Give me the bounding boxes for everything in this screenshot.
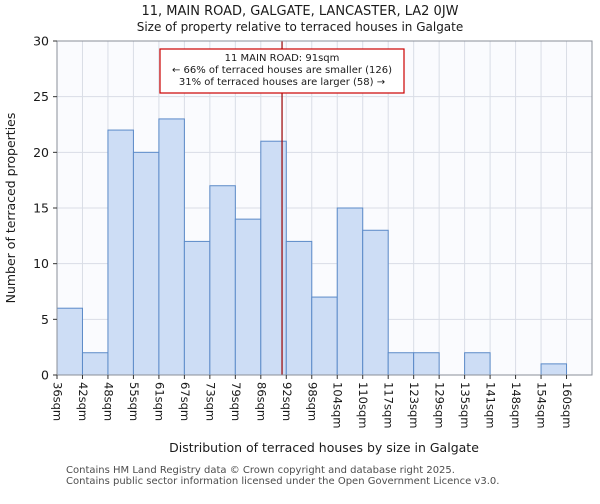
y-tick-label: 20 [33, 145, 49, 160]
bar-117sqm [387, 352, 415, 376]
annotation-smaller: ← 66% of terraced houses are smaller (12… [172, 65, 392, 76]
x-axis-label: Distribution of terraced houses by size … [169, 440, 479, 455]
annotation-border [159, 48, 405, 94]
bar-55sqm [132, 151, 160, 376]
bar-73sqm [209, 185, 236, 376]
x-tick-label: 61sqm [152, 382, 166, 421]
annotation-box: 11 MAIN ROAD: 91sqm ← 66% of terraced ho… [159, 48, 405, 94]
x-tick-label: 123sqm [407, 382, 421, 428]
y-tick-label: 25 [33, 89, 49, 104]
y-tick-label: 0 [41, 368, 49, 383]
x-tick-label: 160sqm [560, 382, 574, 428]
bar-48sqm [107, 129, 134, 376]
x-tick-label: 42sqm [76, 382, 90, 421]
bar-61sqm [158, 118, 185, 376]
x-tick-labels: 36sqm 42sqm 48sqm 55sqm 61sqm 67sqm 73sqm 79sqm… [51, 382, 575, 428]
bar-42sqm [81, 352, 109, 376]
x-tick-label: 129sqm [433, 382, 447, 428]
x-tick-label: 73sqm [203, 382, 217, 421]
bar-123sqm [413, 352, 440, 376]
y-tick-label: 10 [33, 256, 49, 271]
x-tick-label: 148sqm [509, 382, 523, 428]
x-tick-label: 104sqm [331, 382, 345, 428]
x-tick-label: 98sqm [305, 382, 319, 421]
annotation-title: 11 MAIN ROAD: 91sqm [225, 53, 340, 64]
bar-36sqm [56, 307, 83, 376]
annotation-larger: 31% of terraced houses are larger (58) → [179, 77, 385, 88]
y-tick-label: 5 [41, 312, 49, 327]
x-tick-label: 55sqm [127, 382, 141, 421]
x-tick-label: 117sqm [382, 382, 396, 428]
x-tick-label: 48sqm [101, 382, 115, 421]
x-tick-label: 135sqm [458, 382, 472, 428]
footer-line-1: Contains HM Land Registry data © Crown c… [66, 465, 455, 476]
bar-154sqm [540, 363, 568, 376]
x-tick-label: 110sqm [356, 382, 370, 428]
footer-line-2: Contains public sector information licen… [66, 476, 499, 487]
chart-title: 11, MAIN ROAD, GALGATE, LANCASTER, LA2 0… [141, 4, 458, 19]
x-tick-label: 141sqm [484, 382, 498, 428]
bar-135sqm [464, 352, 491, 376]
bar-67sqm [183, 240, 211, 376]
bar-110sqm [362, 229, 389, 376]
bar-98sqm [311, 296, 338, 376]
x-tick-label: 154sqm [535, 382, 549, 428]
bar-104sqm [336, 207, 364, 376]
x-tick-label: 79sqm [229, 382, 243, 421]
y-tick-label: 30 [33, 34, 49, 49]
x-tick-label: 86sqm [254, 382, 268, 421]
bars [56, 118, 568, 376]
chart-subtitle: Size of property relative to terraced ho… [137, 20, 464, 34]
x-tick-label: 67sqm [178, 382, 192, 421]
y-tick-labels: 0 5 10 15 20 25 30 [33, 34, 49, 383]
bar-79sqm [234, 218, 262, 376]
axis-ticks [53, 40, 568, 379]
x-tick-label: 92sqm [280, 382, 294, 421]
x-tick-label: 36sqm [51, 382, 65, 421]
y-tick-label: 15 [33, 201, 49, 216]
y-axis-label: Number of terraced properties [3, 113, 18, 304]
bar-92sqm [285, 240, 313, 376]
